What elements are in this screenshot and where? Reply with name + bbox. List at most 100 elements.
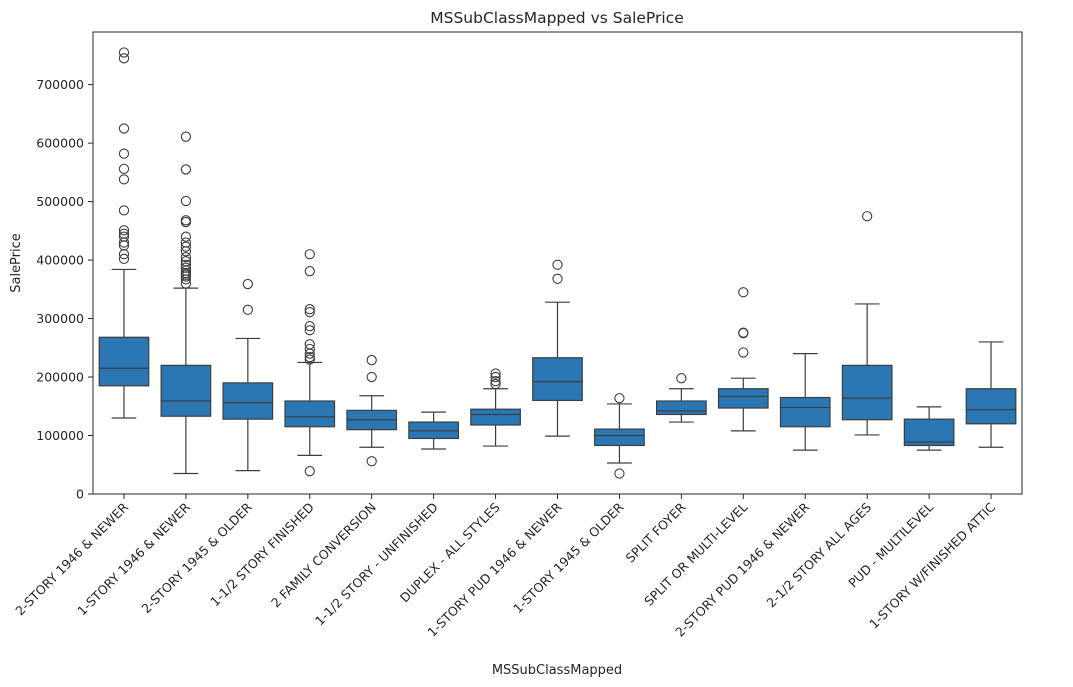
box-group — [98, 47, 150, 419]
box-iqr — [655, 400, 707, 416]
outlier-point — [304, 348, 315, 359]
outlier-point — [552, 259, 563, 270]
outlier-point — [180, 274, 192, 285]
chart-title: MSSubClassMapped vs SalePrice — [430, 9, 684, 27]
outlier-point — [304, 352, 315, 363]
x-tick-label: 2-STORY PUD 1946 & NEWER — [672, 499, 812, 639]
outlier-point — [614, 392, 625, 404]
outlier-point — [304, 321, 315, 332]
outlier-point — [118, 123, 130, 134]
x-tick-label: 1-STORY 1945 & OLDER — [510, 499, 627, 616]
box-group — [594, 392, 645, 479]
outlier-point — [304, 249, 315, 260]
outlier-point — [304, 304, 315, 315]
box-iqr — [532, 357, 583, 402]
outlier-point — [118, 47, 130, 58]
outlier-point — [490, 378, 501, 390]
outlier-point — [490, 368, 501, 379]
x-axis-title: MSSubClassMapped — [492, 663, 622, 678]
outlier-point — [490, 375, 501, 387]
y-axis-title: SalePrice — [9, 233, 24, 293]
outlier-point — [180, 271, 192, 282]
box-iqr — [779, 396, 831, 428]
box-iqr — [222, 382, 274, 420]
outlier-point — [552, 273, 563, 284]
outlier-point — [738, 328, 749, 339]
x-tick-label: 1-1/2 STORY - UNFINISHED — [312, 500, 441, 629]
box-group — [717, 287, 769, 432]
outlier-point — [118, 253, 130, 265]
y-tick-label: 500000 — [36, 194, 84, 209]
box-group — [222, 278, 274, 472]
outlier-point — [304, 343, 315, 355]
outlier-point — [366, 371, 377, 383]
x-tick-label: 2-STORY 1946 & NEWER — [12, 499, 131, 618]
outlier-point — [118, 148, 130, 159]
outlier-point — [118, 163, 130, 174]
outlier-point — [118, 237, 130, 248]
y-tick-label: 700000 — [36, 77, 84, 92]
box-iqr — [594, 428, 645, 447]
x-tick-label: 1-STORY W/FINISHED ATTIC — [866, 499, 998, 631]
box-group — [965, 341, 1017, 448]
y-tick-label: 400000 — [36, 253, 84, 268]
box-group — [841, 211, 893, 436]
box-iqr — [284, 400, 336, 428]
y-axis: 0 100000 200000 300000 400000 500000 600000 700… — [36, 77, 93, 502]
outlier-point — [180, 231, 192, 242]
box-iqr — [903, 418, 955, 447]
box-group — [532, 259, 583, 437]
x-tick-label: SPLIT FOYER — [623, 499, 689, 565]
x-tick-label: 2-1/2 STORY ALL AGES — [763, 499, 874, 610]
outlier-point — [242, 304, 253, 315]
x-tick-label: 1-1/2 STORY FINISHED — [207, 500, 317, 610]
box-group — [655, 373, 707, 423]
box-group — [408, 411, 460, 450]
outlier-point — [676, 373, 687, 384]
x-tick-label: 2 FAMILY CONVERSION — [268, 500, 379, 611]
outlier-point — [366, 456, 377, 467]
outlier-point — [180, 241, 192, 252]
box-iqr — [470, 408, 521, 426]
box-iqr — [717, 388, 769, 409]
box-group — [346, 354, 398, 467]
x-tick-label: SPLIT OR MULTI-LEVEL — [641, 499, 750, 608]
box-group — [284, 249, 336, 477]
outlier-point — [738, 287, 749, 298]
x-tick-label: DUPLEX - ALL STYLES — [397, 499, 503, 605]
outlier-point — [118, 249, 130, 260]
outlier-point — [180, 278, 192, 289]
outlier-point — [304, 325, 315, 336]
box-iqr — [965, 388, 1017, 425]
x-tick-label: 1-STORY PUD 1946 & NEWER — [424, 499, 564, 639]
outlier-point — [180, 164, 192, 175]
box-group — [470, 368, 521, 447]
outlier-point — [862, 211, 873, 222]
y-tick-label: 300000 — [36, 311, 84, 326]
plot-area — [98, 47, 1017, 479]
outlier-point — [180, 259, 192, 270]
box-group — [903, 406, 955, 451]
box-group — [779, 353, 831, 451]
outlier-point — [118, 53, 130, 64]
outlier-point — [304, 466, 315, 477]
outlier-point — [738, 347, 749, 358]
x-tick-label: 2-STORY 1945 & OLDER — [138, 499, 255, 616]
outlier-point — [366, 354, 377, 366]
outlier-point — [490, 371, 501, 383]
outlier-point — [304, 354, 315, 365]
outlier-point — [614, 468, 625, 479]
outlier-point — [180, 131, 192, 142]
outlier-point — [180, 246, 192, 257]
box-iqr — [160, 364, 212, 417]
outlier-point — [242, 278, 253, 290]
y-tick-label: 100000 — [36, 428, 84, 443]
outlier-point — [180, 195, 192, 207]
box-iqr — [841, 364, 893, 421]
y-tick-label: 0 — [76, 487, 84, 502]
outlier-point — [118, 205, 130, 216]
outlier-point — [118, 225, 130, 236]
box-iqr — [98, 336, 150, 387]
